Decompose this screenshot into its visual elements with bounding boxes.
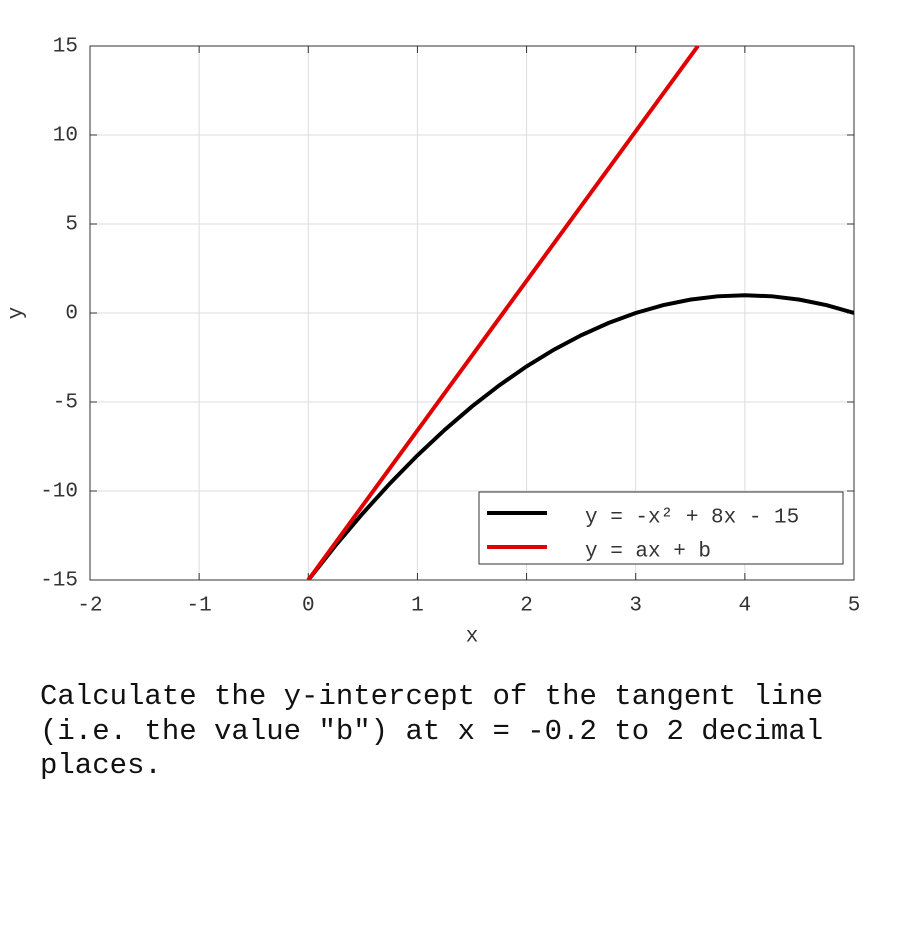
x-tick-label: -1 xyxy=(187,595,212,618)
series-line xyxy=(306,293,854,580)
x-tick-label: 3 xyxy=(629,595,642,618)
x-tick-label: 1 xyxy=(411,595,424,618)
legend-box xyxy=(478,491,844,565)
series-line xyxy=(306,46,700,580)
y-tick-label: -10 xyxy=(40,481,78,504)
y-tick-label: 10 xyxy=(53,125,78,148)
y-axis-label: y xyxy=(6,307,29,320)
x-tick-label: 4 xyxy=(739,595,752,618)
x-tick-label: 5 xyxy=(848,595,861,618)
legend-label: y = -x² + 8x - 15 xyxy=(585,507,799,530)
x-tick-label: -2 xyxy=(77,595,102,618)
y-tick-label: 0 xyxy=(65,303,78,326)
x-tick-label: 0 xyxy=(302,595,315,618)
y-tick-label: 15 xyxy=(53,36,78,59)
question: Calculate the y-intercept of the tangent… xyxy=(40,680,824,782)
x-tick-label: 2 xyxy=(520,595,533,618)
legend-label: y = ax + b xyxy=(585,541,711,564)
y-tick-label: 5 xyxy=(65,214,78,237)
y-tick-label: -15 xyxy=(40,570,78,593)
y-tick-label: -5 xyxy=(53,392,78,415)
x-axis-label: x xyxy=(466,626,479,649)
